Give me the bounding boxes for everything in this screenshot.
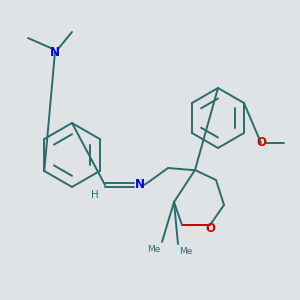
Text: H: H <box>91 190 99 200</box>
Text: Me: Me <box>147 245 161 254</box>
Text: N: N <box>135 178 145 190</box>
Text: Me: Me <box>179 248 193 256</box>
Text: N: N <box>50 46 60 59</box>
Text: O: O <box>256 136 266 149</box>
Text: O: O <box>205 221 215 235</box>
